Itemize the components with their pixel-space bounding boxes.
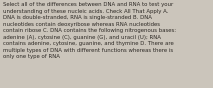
Text: Select all of the differences between DNA and RNA to test your
understanding of : Select all of the differences between DN… xyxy=(3,2,176,59)
